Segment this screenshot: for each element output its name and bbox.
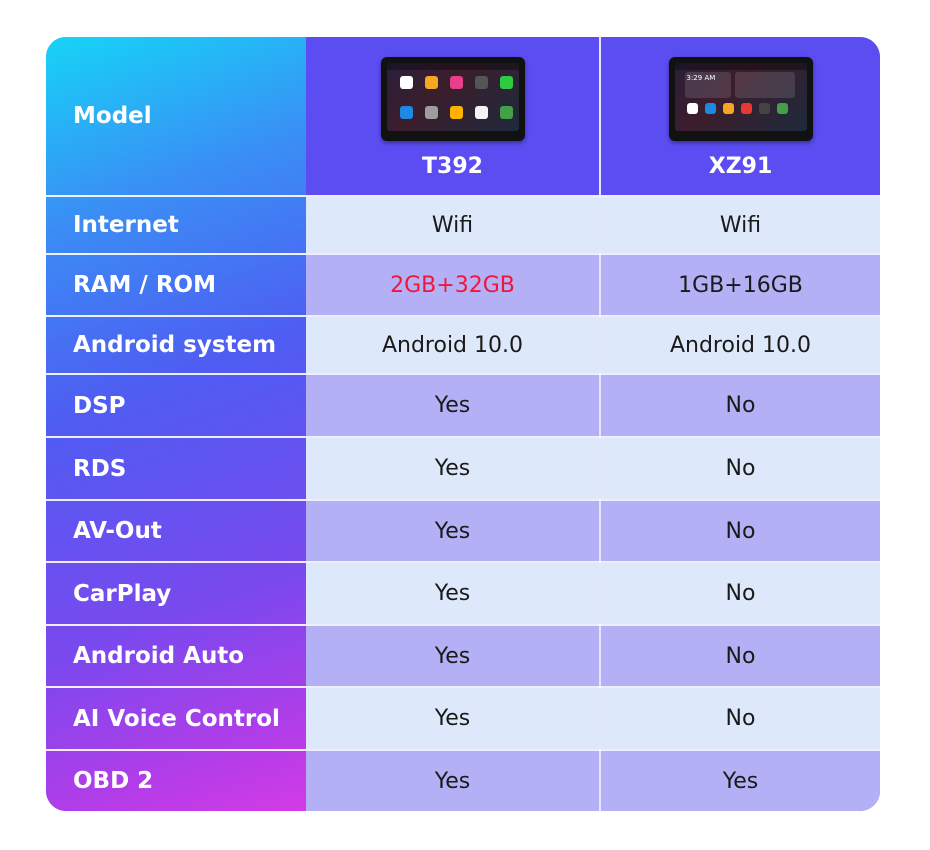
row-divider — [46, 315, 880, 317]
cell-android-system-xz91: Android 10.0 — [601, 317, 880, 373]
music-widget — [734, 72, 795, 98]
t392-device-image — [380, 57, 525, 141]
row-label-av-out: AV-Out — [73, 518, 162, 544]
row-divider — [46, 253, 880, 255]
model-header-t392: T392 — [306, 37, 599, 195]
cell-internet-xz91: Wifi — [601, 197, 880, 253]
row-divider — [46, 561, 880, 563]
row-divider — [46, 436, 880, 438]
cell-android-auto-t392: Yes — [306, 626, 599, 686]
row-label-carplay: CarPlay — [73, 580, 172, 607]
row-divider — [46, 624, 880, 626]
cell-android-auto-xz91: No — [601, 626, 880, 686]
row-label-android-auto: Android Auto — [73, 643, 245, 669]
cell-ram-rom-xz91: 1GB+16GB — [601, 255, 880, 315]
xz91-clock: 3:29 AM — [684, 72, 731, 98]
label-column: Model Internet RAM / ROM Android system DSP… — [46, 37, 306, 811]
model-name-xz91: XZ91 — [708, 154, 773, 179]
model-header-xz91: 3:29 AM XZ91 — [601, 37, 880, 195]
cell-obd-2-xz91: Yes — [601, 751, 880, 811]
row-label-android-system: Android system — [73, 332, 277, 358]
row-divider — [46, 686, 880, 688]
row-divider — [46, 749, 880, 751]
cell-dsp-xz91: No — [601, 375, 880, 436]
model-column-xz91: 3:29 AM XZ91 Wifi 1GB+16GB Android 10.0 No N… — [601, 37, 880, 811]
cell-ram-rom-t392: 2GB+32GB — [306, 255, 599, 315]
row-label-ai-voice-control: AI Voice Control — [73, 705, 280, 732]
row-divider — [46, 195, 880, 197]
model-column-t392: T392 Wifi 2GB+32GB Android 10.0 Yes Yes Yes Ye… — [306, 37, 599, 811]
model-name-t392: T392 — [422, 154, 483, 179]
cell-internet-t392: Wifi — [306, 197, 599, 253]
cell-android-system-t392: Android 10.0 — [306, 317, 599, 373]
row-label-obd-2: OBD 2 — [73, 768, 154, 794]
cell-carplay-t392: Yes — [306, 563, 599, 624]
cell-dsp-t392: Yes — [306, 375, 599, 436]
cell-av-out-t392: Yes — [306, 501, 599, 561]
row-label-dsp: DSP — [73, 392, 126, 419]
row-label-rds: RDS — [73, 455, 127, 482]
cell-rds-xz91: No — [601, 438, 880, 499]
comparison-table: Model Internet RAM / ROM Android system DSP… — [46, 37, 880, 811]
cell-rds-t392: Yes — [306, 438, 599, 499]
cell-ai-voice-control-t392: Yes — [306, 688, 599, 749]
cell-av-out-xz91: No — [601, 501, 880, 561]
row-divider — [46, 499, 880, 501]
xz91-device-image: 3:29 AM — [668, 57, 813, 141]
column-divider — [599, 37, 601, 811]
cell-ai-voice-control-xz91: No — [601, 688, 880, 749]
row-label-internet: Internet — [73, 212, 179, 238]
row-divider — [46, 373, 880, 375]
cell-carplay-xz91: No — [601, 563, 880, 624]
cell-obd-2-t392: Yes — [306, 751, 599, 811]
header-label-model: Model — [73, 103, 152, 129]
row-label-ram-rom: RAM / ROM — [73, 272, 216, 298]
